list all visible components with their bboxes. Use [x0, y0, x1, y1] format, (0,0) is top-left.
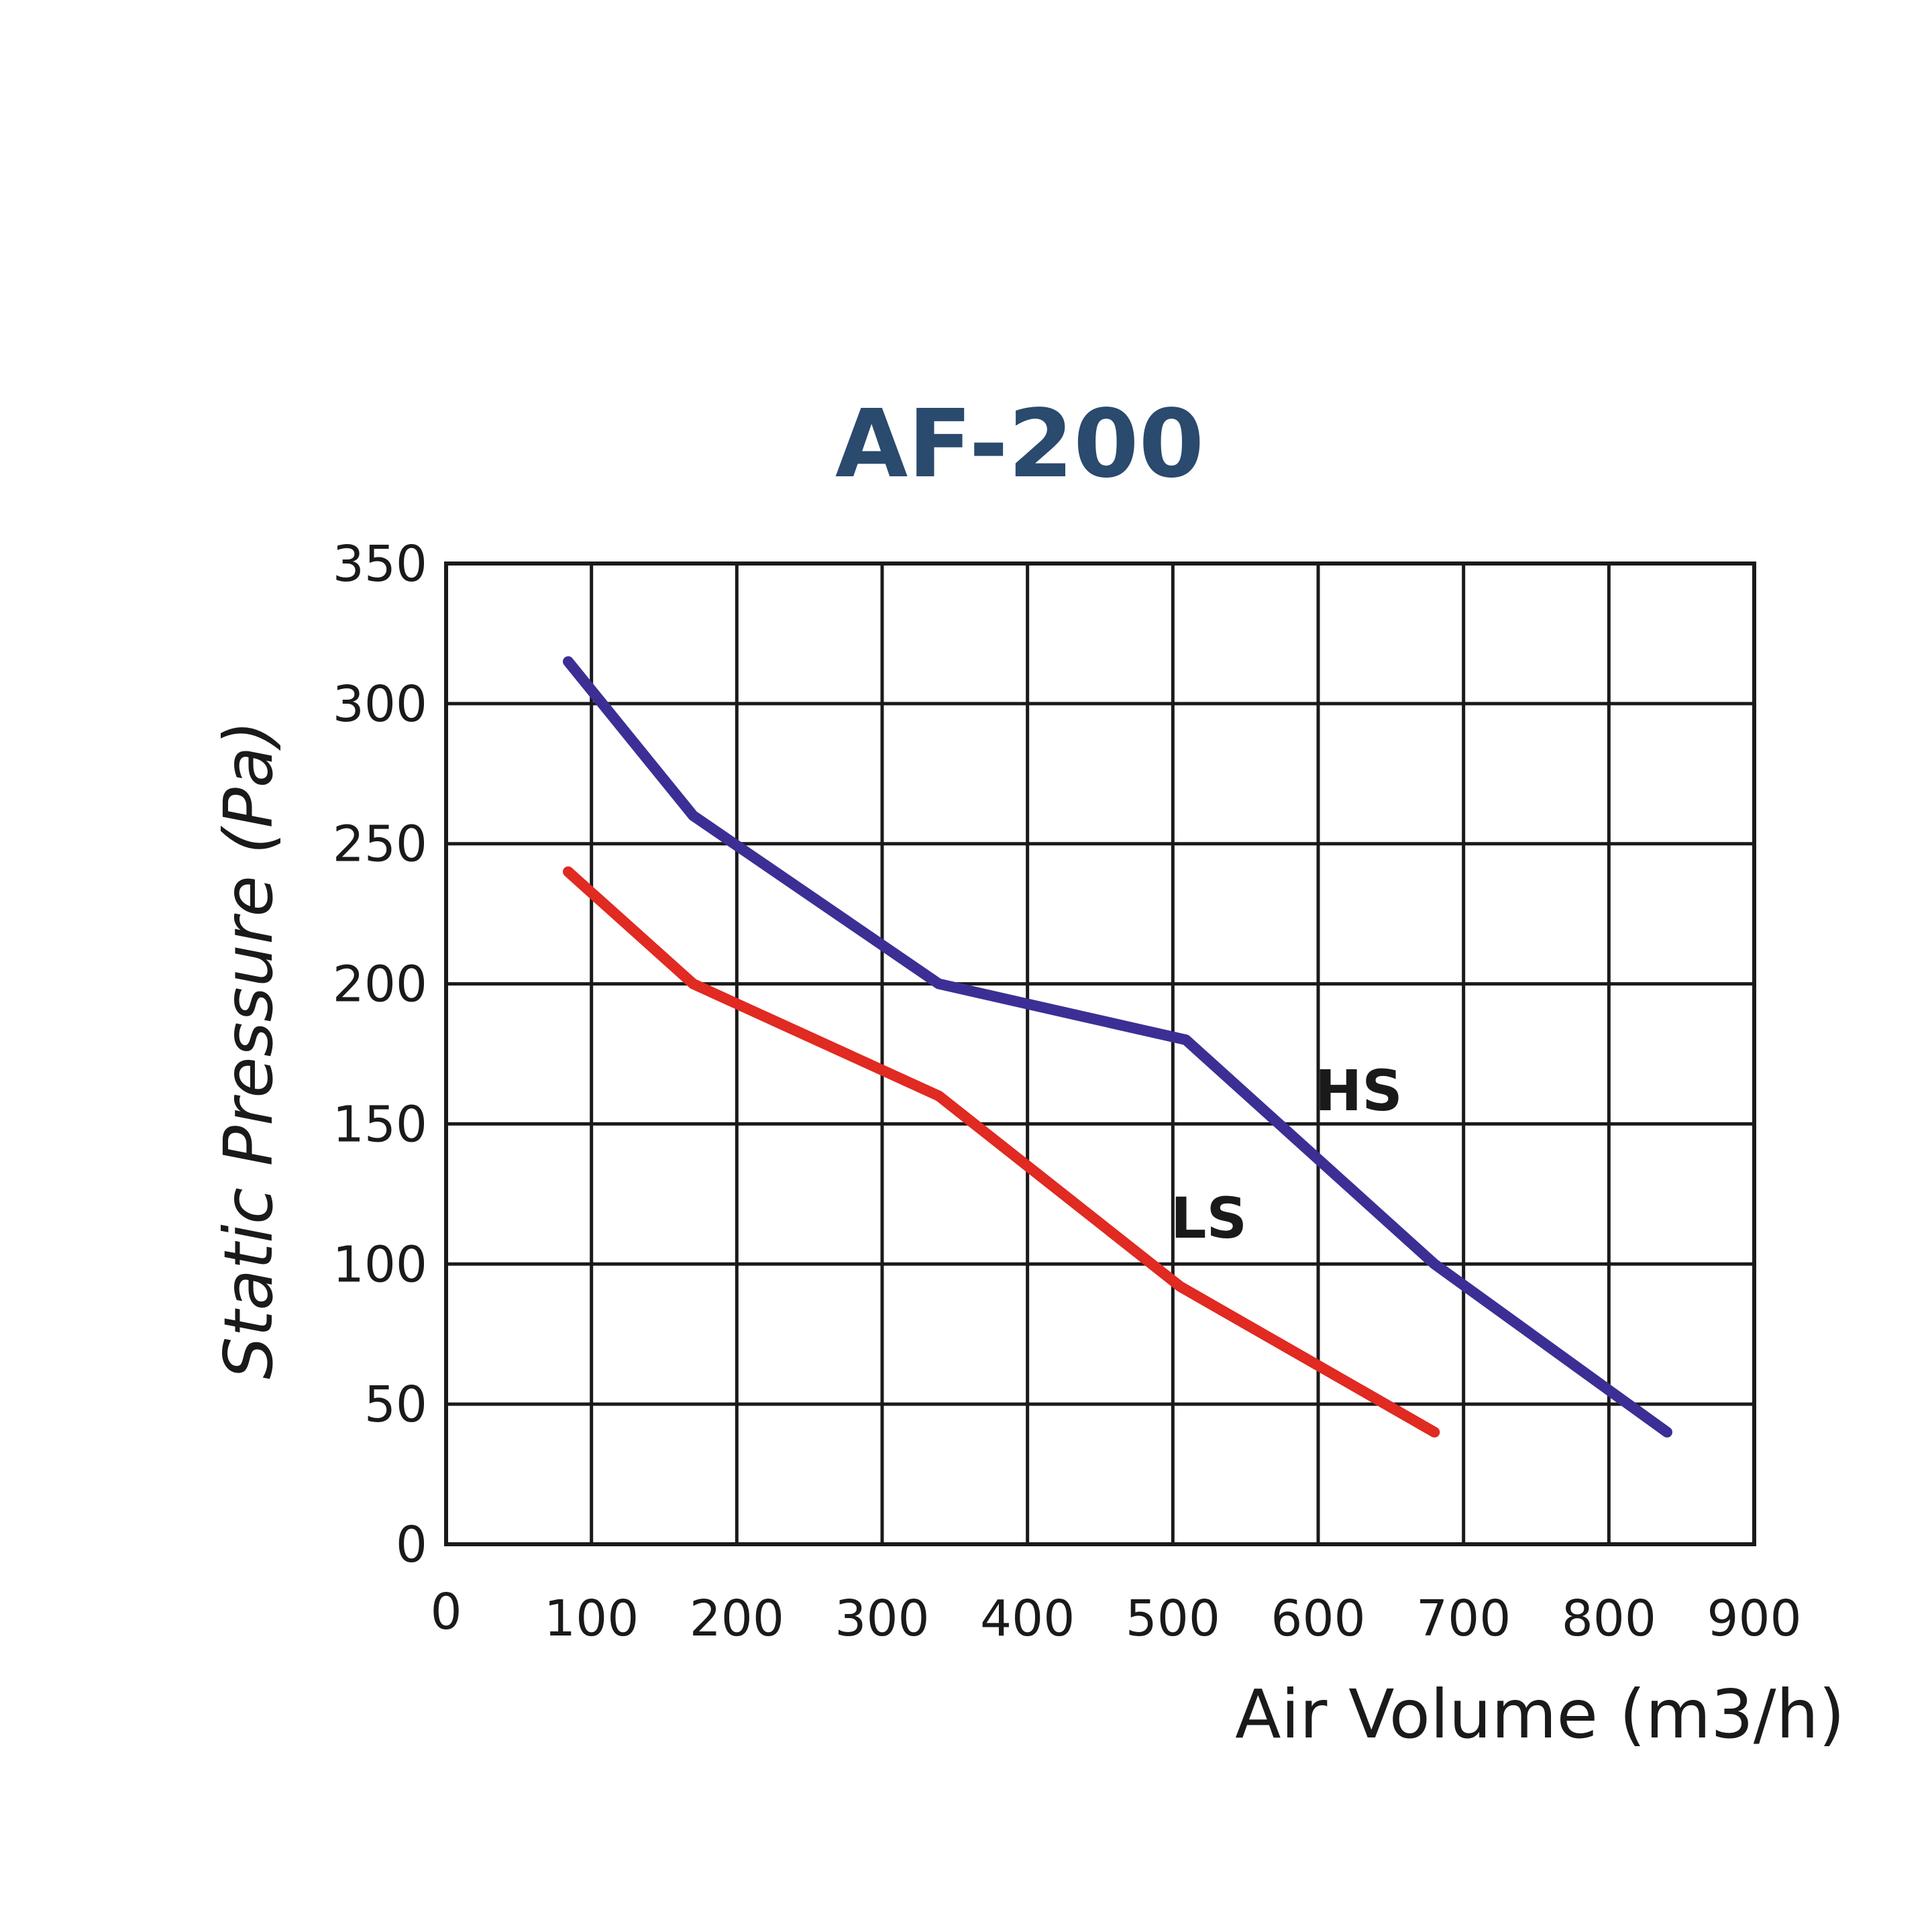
y-tick-label: 0 [396, 1516, 427, 1574]
series-label-ls: LS [1171, 1185, 1247, 1251]
plot-frame [444, 561, 1756, 1546]
x-tick-label: 300 [835, 1590, 929, 1648]
series-lines [563, 656, 1672, 1438]
y-tick-label: 200 [333, 956, 427, 1014]
x-axis-label: Air Volume (m3/h) [1235, 1675, 1845, 1754]
y-tick-label: 50 [364, 1376, 427, 1434]
y-axis-ticks: 0 50 100 150 200 250 300 350 [333, 535, 427, 1574]
x-tick-label: 200 [690, 1590, 784, 1648]
x-tick-label: 500 [1126, 1590, 1220, 1648]
grid [444, 561, 1756, 1546]
y-tick-label: 150 [333, 1095, 427, 1153]
x-tick-label: 400 [980, 1590, 1075, 1648]
x-tick-label: 600 [1271, 1590, 1365, 1648]
x-tick-label: 100 [544, 1590, 639, 1648]
x-axis-ticks: 0 100 200 300 400 500 600 700 800 900 [430, 1583, 1801, 1648]
y-tick-label: 100 [333, 1236, 427, 1293]
series-label-hs: HS [1315, 1058, 1403, 1124]
y-tick-label: 350 [333, 535, 427, 593]
chart-title: AF-200 [835, 390, 1204, 499]
series-line-hs [563, 656, 1672, 1438]
x-tick-label: 700 [1416, 1590, 1511, 1648]
y-axis-label: Static Pressure (Pa) [209, 720, 288, 1379]
x-tick-label: 800 [1562, 1590, 1656, 1648]
y-tick-label: 300 [333, 676, 427, 733]
series-line-ls [563, 866, 1440, 1438]
x-tick-label: 0 [430, 1583, 462, 1641]
y-tick-label: 250 [333, 816, 427, 873]
x-tick-label: 900 [1707, 1590, 1801, 1648]
